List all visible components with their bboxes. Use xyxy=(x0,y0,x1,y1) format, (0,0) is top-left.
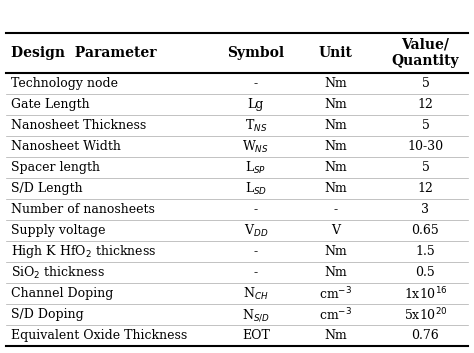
Text: 5: 5 xyxy=(421,161,429,174)
Text: Design  Parameter: Design Parameter xyxy=(11,46,156,60)
Text: 0.65: 0.65 xyxy=(411,224,439,237)
Text: EOT: EOT xyxy=(242,329,270,342)
Text: Equivalent Oxide Thickness: Equivalent Oxide Thickness xyxy=(11,329,187,342)
Text: 5: 5 xyxy=(421,119,429,132)
Text: 3: 3 xyxy=(421,203,429,216)
Text: Channel Doping: Channel Doping xyxy=(11,287,113,300)
Text: 10-30: 10-30 xyxy=(408,140,444,153)
Text: Unit: Unit xyxy=(319,46,353,60)
Text: 5x10$^{20}$: 5x10$^{20}$ xyxy=(404,306,447,323)
Text: -: - xyxy=(334,203,338,216)
Text: Value/
Quantity: Value/ Quantity xyxy=(392,38,459,68)
Text: S/D Doping: S/D Doping xyxy=(11,308,83,321)
Text: SiO$_2$ thickness: SiO$_2$ thickness xyxy=(11,265,105,281)
Text: Nanosheet Thickness: Nanosheet Thickness xyxy=(11,119,146,132)
Text: Nanosheet Width: Nanosheet Width xyxy=(11,140,121,153)
Text: Lg: Lg xyxy=(247,98,264,111)
Text: cm$^{-3}$: cm$^{-3}$ xyxy=(319,306,353,323)
Text: 0.5: 0.5 xyxy=(416,266,435,279)
Text: 0.76: 0.76 xyxy=(411,329,439,342)
Text: 12: 12 xyxy=(418,98,433,111)
Text: 12: 12 xyxy=(418,182,433,195)
Text: Nm: Nm xyxy=(325,77,347,90)
Text: V$_{DD}$: V$_{DD}$ xyxy=(244,223,268,239)
Text: L$_{SD}$: L$_{SD}$ xyxy=(245,181,267,197)
Text: 1.5: 1.5 xyxy=(416,245,435,258)
Text: -: - xyxy=(254,77,258,90)
Text: N$_{CH}$: N$_{CH}$ xyxy=(243,286,269,302)
Text: Nm: Nm xyxy=(325,329,347,342)
Text: Nm: Nm xyxy=(325,119,347,132)
Text: 1x10$^{16}$: 1x10$^{16}$ xyxy=(404,286,447,302)
Text: Nm: Nm xyxy=(325,245,347,258)
Text: cm$^{-3}$: cm$^{-3}$ xyxy=(319,286,353,302)
Text: V: V xyxy=(331,224,340,237)
Text: Spacer length: Spacer length xyxy=(11,161,100,174)
Text: N$_{S/D}$: N$_{S/D}$ xyxy=(242,307,270,323)
Text: Nm: Nm xyxy=(325,182,347,195)
Text: Nm: Nm xyxy=(325,140,347,153)
Text: L$_{SP}$: L$_{SP}$ xyxy=(245,160,266,176)
Text: T$_{NS}$: T$_{NS}$ xyxy=(245,118,267,134)
Text: -: - xyxy=(254,266,258,279)
Text: Nm: Nm xyxy=(325,266,347,279)
Text: S/D Length: S/D Length xyxy=(11,182,82,195)
Text: -: - xyxy=(254,245,258,258)
Text: Technology node: Technology node xyxy=(11,77,118,90)
Text: Nm: Nm xyxy=(325,161,347,174)
Text: -: - xyxy=(254,203,258,216)
Text: Nm: Nm xyxy=(325,98,347,111)
Text: Number of nanosheets: Number of nanosheets xyxy=(11,203,155,216)
Text: Gate Length: Gate Length xyxy=(11,98,90,111)
Text: W$_{NS}$: W$_{NS}$ xyxy=(242,139,269,155)
Text: Symbol: Symbol xyxy=(228,46,284,60)
Text: High K HfO$_2$ thickness: High K HfO$_2$ thickness xyxy=(11,243,156,260)
Text: 5: 5 xyxy=(421,77,429,90)
Text: Supply voltage: Supply voltage xyxy=(11,224,105,237)
